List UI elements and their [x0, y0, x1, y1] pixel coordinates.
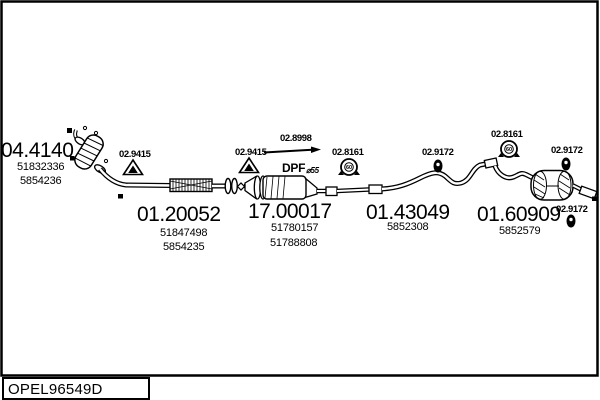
fitting-label-bracket[interactable]: 02.8998 [280, 133, 312, 144]
centre-pipe-drawing [381, 157, 535, 192]
rubber-hanger-icon [561, 157, 571, 171]
bolt-square-icon [67, 128, 72, 133]
clamp-ring-icon: 60 [498, 140, 520, 158]
arrow-right-icon [263, 146, 321, 154]
part-ref: 51832336 [17, 161, 65, 173]
svg-text:60: 60 [346, 165, 352, 171]
fitting-label-gasket[interactable]: 02.9415 [119, 149, 151, 160]
pipe-joint-icon [483, 157, 499, 169]
footer-box [2, 377, 150, 400]
fitting-label-hanger[interactable]: 02.9172 [551, 145, 583, 156]
rubber-hanger-icon [433, 159, 443, 173]
rubber-hanger-icon [566, 214, 576, 228]
tailpipe-drawing [571, 183, 598, 201]
fitting-label-clamp[interactable]: 02.8161 [491, 129, 523, 140]
fitting-label-hanger[interactable]: 02.9172 [422, 147, 454, 158]
bolt-square-icon [592, 196, 597, 201]
bolt-square-icon [70, 156, 75, 161]
rear-muffler-drawing [530, 169, 598, 201]
gasket-triangle-icon [238, 156, 260, 174]
part-ref: 5854236 [20, 175, 62, 187]
part-code-01-20052[interactable]: 01.20052 [137, 203, 221, 226]
pipe-band-icon [368, 184, 383, 195]
flex-pipe-drawing [169, 178, 213, 193]
flange-joint-drawing [224, 177, 246, 195]
diameter-note: ⌀55 [306, 166, 319, 175]
front-pipe-drawing [98, 167, 246, 199]
fitting-label-hanger[interactable]: 02.9172 [556, 204, 588, 215]
part-code-17-00017[interactable]: 17.00017 [248, 200, 332, 223]
dpf-tag: DPF [282, 161, 306, 175]
part-ref: 5854235 [163, 241, 205, 253]
part-ref: 51788808 [270, 237, 318, 249]
dpf-drawing [244, 175, 383, 200]
part-code-04-4140[interactable]: 04.4140 [1, 139, 74, 162]
part-code-01-43049[interactable]: 01.43049 [366, 201, 450, 224]
part-ref: 51847498 [160, 227, 208, 239]
bracket-square-icon [118, 194, 123, 199]
part-ref: 5852308 [387, 221, 429, 233]
part-ref: 51780157 [271, 222, 319, 234]
catalog-code: OPEL96549D [8, 381, 103, 398]
part-ref: 5852579 [499, 225, 541, 237]
fitting-label-gasket[interactable]: 02.9415 [235, 147, 267, 158]
gasket-triangle-icon [122, 158, 144, 176]
frame-border [0, 0, 599, 377]
fitting-label-clamp[interactable]: 02.8161 [332, 147, 364, 158]
clamp-ring-icon: 60 [338, 158, 360, 176]
pipe-sleeve-icon [325, 186, 338, 197]
svg-text:60: 60 [506, 147, 512, 153]
part-code-01-60909[interactable]: 01.60909 [477, 203, 561, 226]
